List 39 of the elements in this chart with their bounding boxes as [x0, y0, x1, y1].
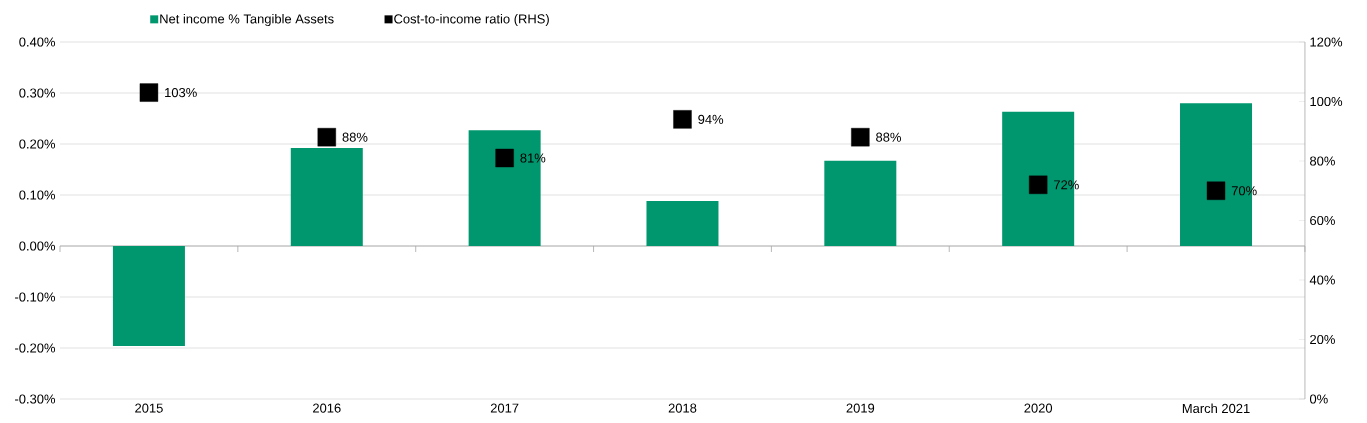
bar: [290, 148, 363, 246]
x-tick-label: 2015: [135, 403, 163, 413]
y-tick-label: -0.10%: [15, 292, 56, 302]
x-tick-label: 2020: [1024, 403, 1053, 413]
data-label: 103%: [165, 87, 197, 98]
point: [851, 127, 870, 147]
y2-tick-label: 0%: [1309, 394, 1328, 404]
y-tick-label: 0.20%: [19, 139, 56, 149]
y-tick-label: -0.20%: [15, 343, 56, 353]
point: [495, 148, 514, 168]
x-tick-label: 2016: [313, 403, 341, 413]
point: [673, 110, 692, 129]
point: [1206, 181, 1226, 200]
y-tick-label: 0.30%: [19, 88, 56, 98]
y2-tick-label: 20%: [1310, 334, 1335, 345]
point: [1028, 175, 1048, 194]
bar: [824, 160, 897, 246]
y-tick-label: 0.40%: [19, 37, 56, 47]
y2-tick-label: 60%: [1310, 215, 1335, 226]
y-tick-label: 0.00%: [19, 241, 56, 251]
x-tick-label: March 2021: [1182, 403, 1250, 414]
point: [139, 83, 159, 102]
point: [317, 127, 336, 147]
legend-label: Net income % Tangible Assets: [160, 13, 334, 27]
y2-tick-label: 120%: [1310, 37, 1343, 47]
data-label: 88%: [876, 132, 901, 142]
legend-label: Cost-to-income ratio (RHS): [394, 13, 549, 27]
data-label: 88%: [342, 132, 368, 142]
y2-tick-label: 100%: [1310, 96, 1343, 107]
data-label: 94%: [698, 114, 724, 124]
y2-tick-label: 80%: [1310, 156, 1335, 166]
y2-tick-label: 40%: [1309, 275, 1335, 285]
x-tick-label: 2017: [490, 403, 519, 413]
bar: [646, 201, 719, 246]
x-tick-label: 2018: [668, 403, 697, 413]
y-tick-label: -0.30%: [15, 394, 56, 404]
x-tick-label: 2019: [846, 403, 875, 413]
y-tick-label: 0.10%: [19, 190, 56, 200]
bar: [112, 246, 185, 346]
